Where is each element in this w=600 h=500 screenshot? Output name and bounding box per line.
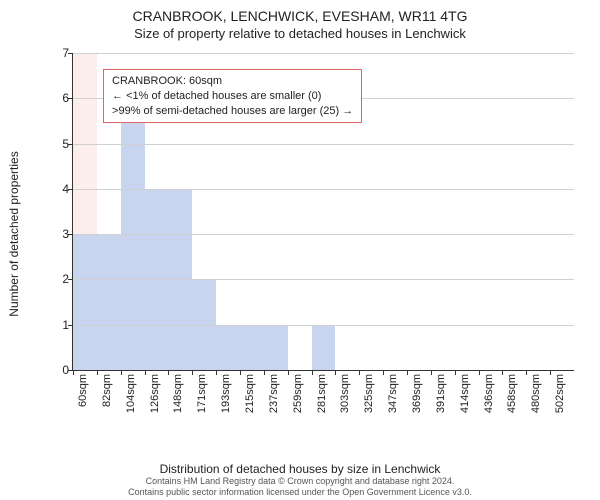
xtick-label: 193sqm xyxy=(220,374,232,413)
footnote: Contains HM Land Registry data © Crown c… xyxy=(0,476,600,498)
xtick-mark xyxy=(407,370,408,375)
ytick-label: 1 xyxy=(51,318,69,332)
xtick-mark xyxy=(383,370,384,375)
xtick-label: 82sqm xyxy=(101,374,113,407)
xtick-label: 458sqm xyxy=(506,374,518,413)
gridline xyxy=(73,53,574,54)
bar xyxy=(312,325,336,370)
ytick-label: 3 xyxy=(51,227,69,241)
annotation-title: CRANBROOK: 60sqm xyxy=(112,74,353,89)
xtick-mark xyxy=(192,370,193,375)
footnote-line1: Contains HM Land Registry data © Crown c… xyxy=(0,476,600,487)
xtick-mark xyxy=(312,370,313,375)
xtick-mark xyxy=(73,370,74,375)
bar xyxy=(264,325,288,370)
xtick-mark xyxy=(359,370,360,375)
ytick-label: 2 xyxy=(51,272,69,286)
xtick-label: 303sqm xyxy=(339,374,351,413)
gridline xyxy=(73,144,574,145)
xtick-label: 502sqm xyxy=(554,374,566,413)
bar xyxy=(240,325,264,370)
bar xyxy=(73,234,97,370)
xtick-label: 148sqm xyxy=(172,374,184,413)
xtick-mark xyxy=(335,370,336,375)
page-root: CRANBROOK, LENCHWICK, EVESHAM, WR11 4TG … xyxy=(0,0,600,500)
annotation-line1: ← <1% of detached houses are smaller (0) xyxy=(112,89,353,104)
ytick-label: 6 xyxy=(51,91,69,105)
xtick-label: 215sqm xyxy=(244,374,256,413)
xtick-mark xyxy=(526,370,527,375)
xtick-mark xyxy=(288,370,289,375)
chart-area: Number of detached properties 0123456760… xyxy=(20,49,580,419)
gridline xyxy=(73,325,574,326)
xtick-label: 369sqm xyxy=(411,374,423,413)
xtick-label: 60sqm xyxy=(77,374,89,407)
plot-rect: 0123456760sqm82sqm104sqm126sqm148sqm171s… xyxy=(72,53,574,371)
ytick-label: 5 xyxy=(51,137,69,151)
xtick-label: 325sqm xyxy=(363,374,375,413)
ytick-label: 7 xyxy=(51,46,69,60)
annotation-line2: >99% of semi-detached houses are larger … xyxy=(112,104,353,119)
xtick-label: 414sqm xyxy=(459,374,471,413)
xtick-mark xyxy=(502,370,503,375)
xtick-mark xyxy=(216,370,217,375)
x-axis-label: Distribution of detached houses by size … xyxy=(0,462,600,476)
xtick-label: 347sqm xyxy=(387,374,399,413)
xtick-mark xyxy=(168,370,169,375)
xtick-mark xyxy=(97,370,98,375)
xtick-label: 237sqm xyxy=(268,374,280,413)
xtick-label: 259sqm xyxy=(292,374,304,413)
page-subtitle: Size of property relative to detached ho… xyxy=(10,26,590,41)
gridline xyxy=(73,234,574,235)
xtick-mark xyxy=(145,370,146,375)
xtick-label: 480sqm xyxy=(530,374,542,413)
gridline xyxy=(73,279,574,280)
xtick-label: 171sqm xyxy=(196,374,208,413)
xtick-mark xyxy=(550,370,551,375)
xtick-mark xyxy=(240,370,241,375)
xtick-mark xyxy=(431,370,432,375)
xtick-mark xyxy=(479,370,480,375)
xtick-mark xyxy=(455,370,456,375)
xtick-mark xyxy=(264,370,265,375)
xtick-label: 436sqm xyxy=(483,374,495,413)
gridline xyxy=(73,189,574,190)
bar xyxy=(216,325,240,370)
y-axis-label: Number of detached properties xyxy=(7,151,21,316)
xtick-mark xyxy=(121,370,122,375)
bar xyxy=(97,234,121,370)
xtick-label: 104sqm xyxy=(125,374,137,413)
annotation-box: CRANBROOK: 60sqm ← <1% of detached house… xyxy=(103,69,362,124)
xtick-label: 281sqm xyxy=(316,374,328,413)
xtick-label: 126sqm xyxy=(149,374,161,413)
ytick-label: 0 xyxy=(51,363,69,377)
xtick-label: 391sqm xyxy=(435,374,447,413)
footnote-line2: Contains public sector information licen… xyxy=(0,487,600,498)
page-title: CRANBROOK, LENCHWICK, EVESHAM, WR11 4TG xyxy=(10,8,590,24)
ytick-label: 4 xyxy=(51,182,69,196)
